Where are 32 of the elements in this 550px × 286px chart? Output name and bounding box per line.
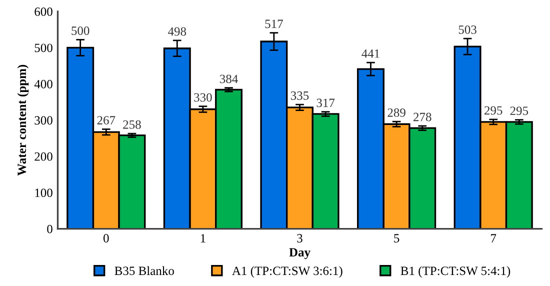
data-label: 441 [362,49,380,58]
legend-label: B1 (TP:CT:SW 5:4:1) [400,266,510,278]
legend-label: B35 Blanko [114,266,174,276]
legend-label: A1 (TP:CT:SW 3:6:1) [232,266,342,278]
data-label: 295 [484,106,502,115]
y-tick-label: 100 [35,188,52,198]
x-axis-title: Day [289,248,310,260]
data-label: 498 [168,27,186,36]
data-label: 295 [510,106,528,116]
data-label: 335 [290,91,309,100]
data-label: 384 [220,74,238,84]
x-tick-label: 7 [491,234,496,242]
x-tick-label: 0 [104,234,109,242]
data-label: 330 [194,93,212,102]
data-label: 500 [72,26,90,35]
x-tick-label: 1 [200,234,206,242]
data-label: 503 [458,25,476,34]
data-label: 317 [316,98,335,108]
data-label: 258 [123,120,141,129]
data-label: 517 [265,20,283,28]
data-label: 278 [414,112,432,122]
x-tick-label: 3 [297,234,302,242]
y-tick-label: 400 [34,80,52,88]
x-tick-label: 5 [394,234,400,242]
y-tick-label: 500 [34,44,52,52]
y-tick-label: 200 [34,152,52,161]
y-tick-label: 300 [34,116,52,125]
data-label: 267 [97,116,116,124]
y-tick-label: 600 [34,7,52,16]
y-axis-title: Water content (ppm) [17,64,29,176]
data-label: 289 [388,108,406,117]
y-tick-label: 0 [47,224,52,234]
